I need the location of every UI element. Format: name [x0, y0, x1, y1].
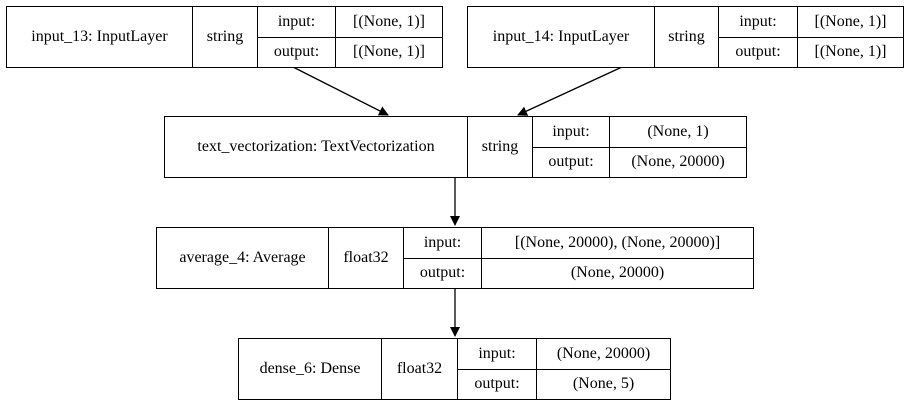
node-input-14[interactable]: input_14: InputLayer string input: outpu…: [467, 6, 904, 68]
output-shape: [(None, 1)]: [353, 43, 425, 61]
output-shape: (None, 20000): [570, 264, 665, 282]
input-shape: [(None, 1)]: [336, 7, 442, 38]
input-shape: (None, 20000): [537, 339, 670, 370]
output-label: output:: [273, 43, 320, 61]
edge-input-13-to-text-vectorization: [292, 66, 389, 116]
node-name: input_13: InputLayer: [7, 7, 193, 67]
edge-input-14-to-text-vectorization: [517, 66, 623, 116]
input-label: input:: [533, 117, 609, 148]
node-dtype: string: [468, 117, 533, 177]
output-label: output:: [548, 153, 594, 171]
input-shape: [(None, 20000), (None, 20000)]: [482, 228, 753, 259]
node-name: text_vectorization: TextVectorization: [165, 117, 468, 177]
node-name: average_4: Average: [157, 228, 329, 288]
output-shape: [(None, 1)]: [814, 43, 887, 61]
input-label: input:: [719, 7, 797, 38]
node-dtype: float32: [382, 339, 458, 399]
node-name: dense_6: Dense: [239, 339, 382, 399]
output-label: output:: [474, 375, 520, 393]
node-average-4[interactable]: average_4: Average float32 input: output…: [156, 227, 754, 289]
node-dtype: float32: [329, 228, 404, 288]
input-label: input:: [258, 7, 335, 38]
output-label: output:: [735, 43, 781, 61]
output-label: output:: [419, 264, 466, 282]
node-dense-6[interactable]: dense_6: Dense float32 input: output: (N…: [238, 338, 671, 400]
node-input-13[interactable]: input_13: InputLayer string input: outpu…: [6, 6, 443, 68]
output-shape: (None, 5): [572, 375, 635, 393]
node-name: input_14: InputLayer: [468, 7, 655, 67]
input-label: input:: [404, 228, 481, 259]
input-label: input:: [458, 339, 536, 370]
node-dtype: string: [193, 7, 258, 67]
input-shape: [(None, 1)]: [798, 7, 903, 38]
input-shape: (None, 1): [610, 117, 746, 148]
output-shape: (None, 20000): [631, 153, 725, 171]
node-text-vectorization[interactable]: text_vectorization: TextVectorization st…: [164, 116, 747, 178]
node-dtype: string: [655, 7, 719, 67]
